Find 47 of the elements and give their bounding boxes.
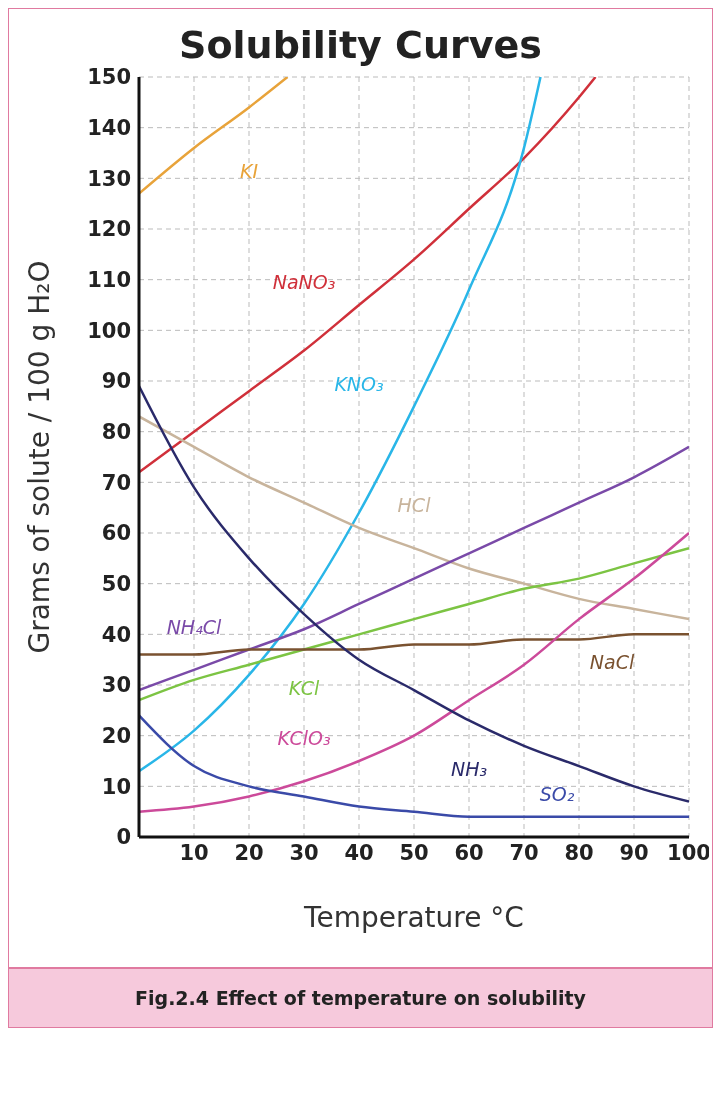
y-tick-label: 20 bbox=[101, 724, 131, 749]
x-tick-label: 60 bbox=[454, 840, 484, 865]
y-tick-label: 100 bbox=[87, 318, 131, 343]
x-tick-label: 10 bbox=[179, 840, 209, 865]
x-tick-label: 100 bbox=[667, 840, 711, 865]
line-series bbox=[139, 633, 689, 656]
y-tick-label: 80 bbox=[101, 420, 131, 445]
x-tick-label: 90 bbox=[619, 840, 649, 865]
y-tick-label: 120 bbox=[87, 217, 131, 242]
x-axis-title: Temperature °C bbox=[303, 901, 524, 934]
chart-title: Solubility Curves bbox=[178, 22, 543, 67]
y-tick-label: 50 bbox=[101, 572, 131, 597]
series-label: NaNO₃ bbox=[272, 271, 336, 294]
y-tick-label: 40 bbox=[101, 622, 131, 647]
series-label: KClO₃ bbox=[277, 727, 331, 750]
series-label: KCl bbox=[288, 676, 320, 699]
y-tick-label: 30 bbox=[101, 673, 131, 698]
y-axis-title: Grams of solute / 100 g H₂O bbox=[22, 260, 56, 654]
y-tick-label: 150 bbox=[87, 65, 131, 90]
series-label: NH₃ bbox=[450, 757, 488, 780]
series-label: KNO₃ bbox=[334, 372, 384, 395]
line-series bbox=[139, 714, 689, 818]
caption: Fig.2.4 Effect of temperature on solubility bbox=[9, 967, 712, 1027]
y-tick-label: 90 bbox=[101, 369, 131, 394]
line-series bbox=[139, 77, 597, 474]
series-label: SO₂ bbox=[539, 782, 575, 805]
y-tick-label: 70 bbox=[101, 470, 131, 495]
series-label: NH₄Cl bbox=[166, 615, 223, 638]
x-tick-label: 70 bbox=[509, 840, 539, 865]
y-tick-label: 0 bbox=[116, 825, 131, 850]
series-label: KI bbox=[239, 159, 259, 182]
y-tick-label: 140 bbox=[87, 116, 131, 141]
y-tick-label: 110 bbox=[87, 268, 131, 293]
line-series bbox=[139, 77, 289, 195]
series-label: NaCl bbox=[589, 651, 635, 674]
line-series bbox=[139, 546, 689, 702]
x-tick-label: 20 bbox=[234, 840, 264, 865]
x-tick-label: 50 bbox=[399, 840, 429, 865]
line-series bbox=[139, 415, 689, 621]
series-label: HCl bbox=[397, 494, 432, 517]
x-tick-label: 30 bbox=[289, 840, 319, 865]
x-tick-label: 80 bbox=[564, 840, 594, 865]
y-tick-label: 10 bbox=[101, 774, 131, 799]
y-tick-label: 130 bbox=[87, 166, 131, 191]
line-series bbox=[139, 531, 689, 813]
y-tick-label: 60 bbox=[101, 521, 131, 546]
x-tick-label: 40 bbox=[344, 840, 374, 865]
